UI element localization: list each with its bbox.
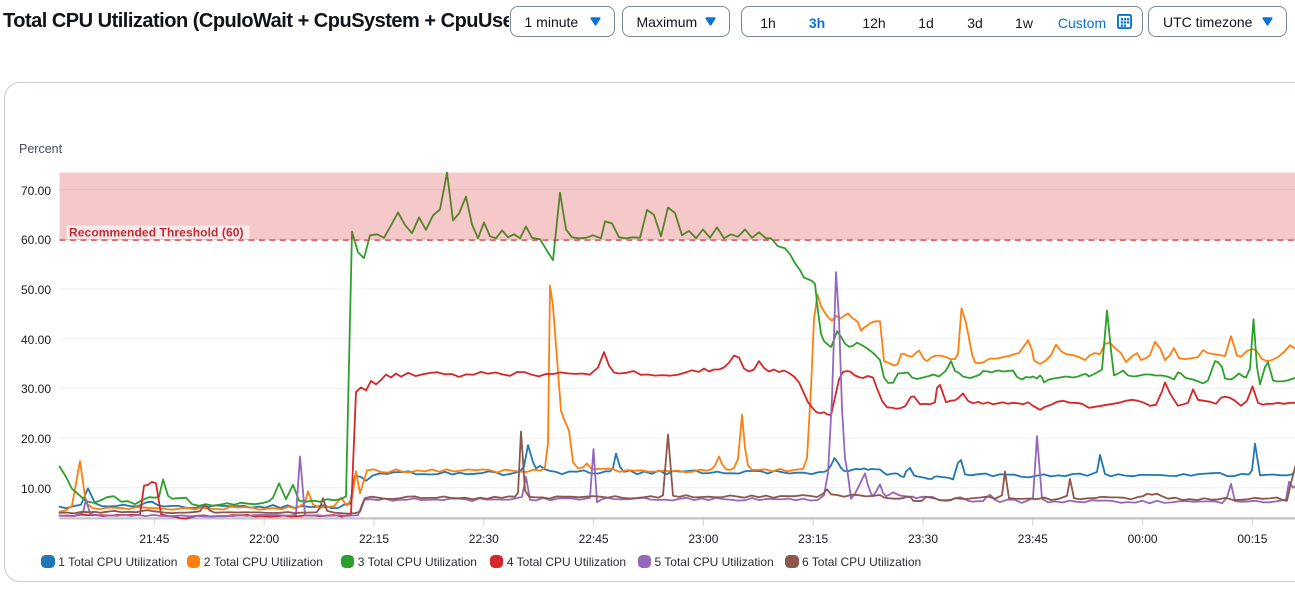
svg-text:Recommended Threshold (60): Recommended Threshold (60)	[69, 225, 244, 239]
